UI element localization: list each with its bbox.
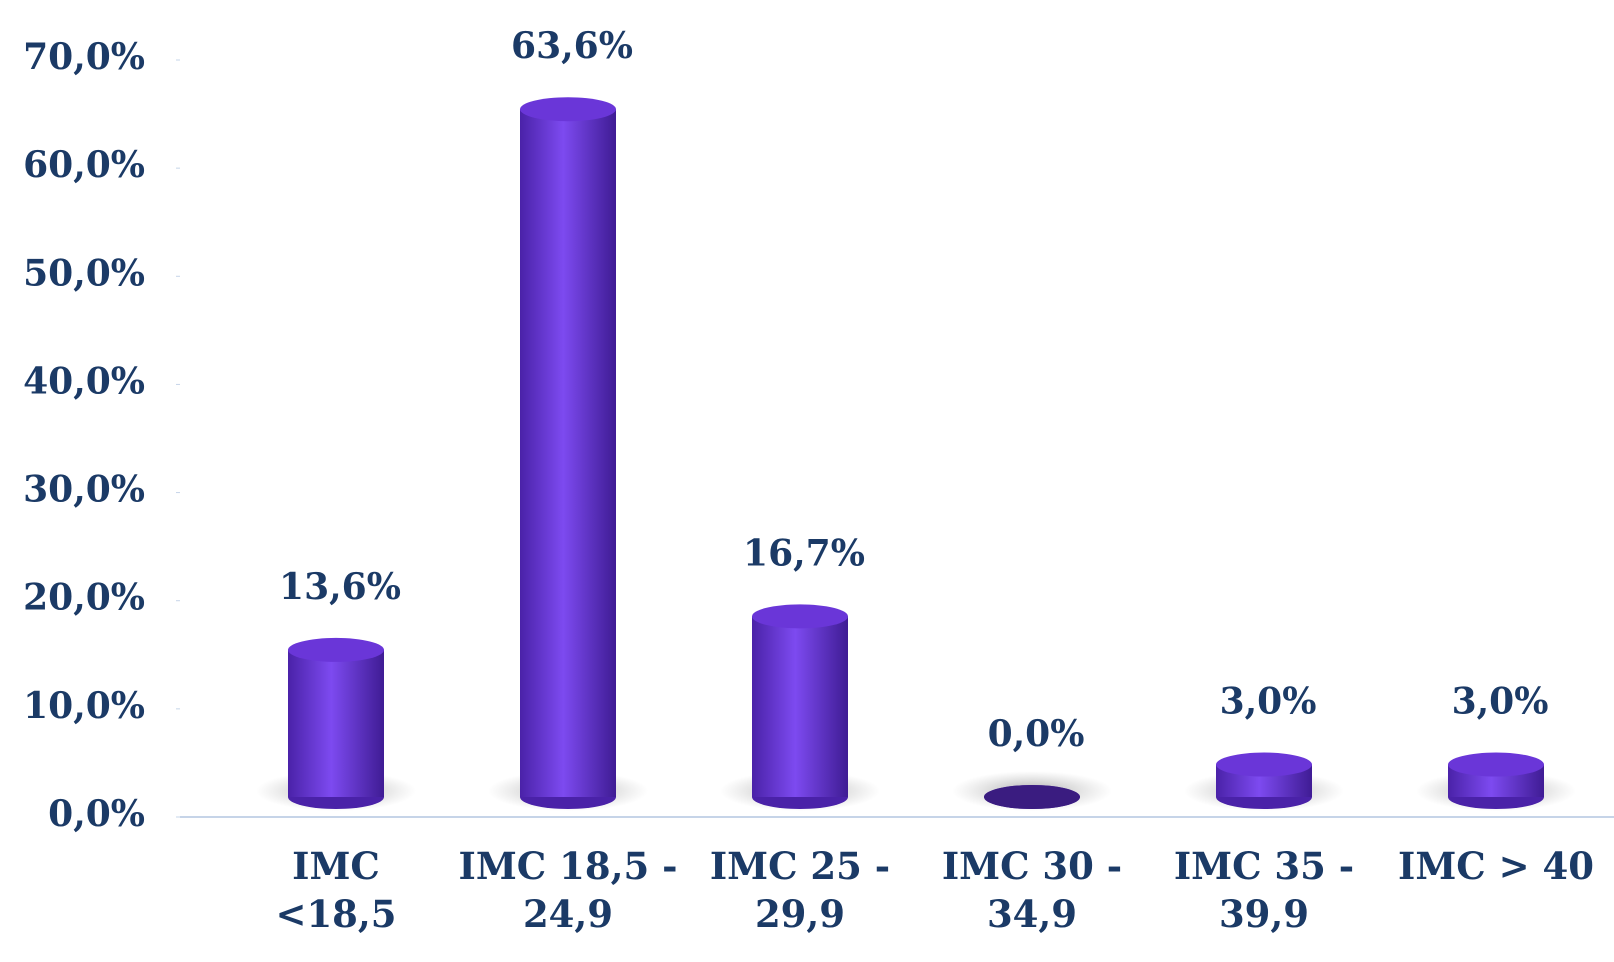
x-tick-label: IMC > 40	[1398, 844, 1594, 888]
bar-top	[1216, 752, 1312, 777]
y-tick-label: 20,0%	[23, 577, 145, 619]
y-tick-label: 30,0%	[23, 469, 145, 511]
y-tick-label: 40,0%	[23, 360, 145, 402]
bar	[520, 109, 616, 797]
bar	[288, 649, 384, 797]
value-label: 3,0%	[1220, 681, 1317, 723]
bar-top	[288, 637, 384, 662]
bar-top	[1448, 752, 1544, 777]
y-tick-label: 70,0%	[23, 36, 145, 78]
value-label: 13,6%	[279, 566, 401, 608]
x-tick-label: IMC 35 - 39,9	[1173, 844, 1355, 936]
y-tick-label: 50,0%	[23, 252, 145, 294]
x-tick-label: IMC 30 - 34,9	[941, 844, 1123, 936]
bar-top	[520, 97, 616, 122]
bar-top	[984, 785, 1080, 809]
y-tick-label: 0,0%	[48, 793, 145, 835]
bar	[752, 616, 848, 797]
value-label: 16,7%	[743, 532, 865, 574]
y-tick-label: 60,0%	[23, 144, 145, 186]
x-tick-label: IMC 18,5 - 24,9	[458, 844, 678, 936]
value-label: 0,0%	[988, 713, 1085, 755]
y-tick-label: 10,0%	[23, 685, 145, 727]
bar-top	[752, 604, 848, 629]
value-label: 63,6%	[511, 25, 633, 67]
x-tick-label: IMC <18,5	[275, 844, 397, 936]
value-label: 3,0%	[1452, 681, 1549, 723]
x-tick-label: IMC 25 - 29,9	[709, 844, 891, 936]
